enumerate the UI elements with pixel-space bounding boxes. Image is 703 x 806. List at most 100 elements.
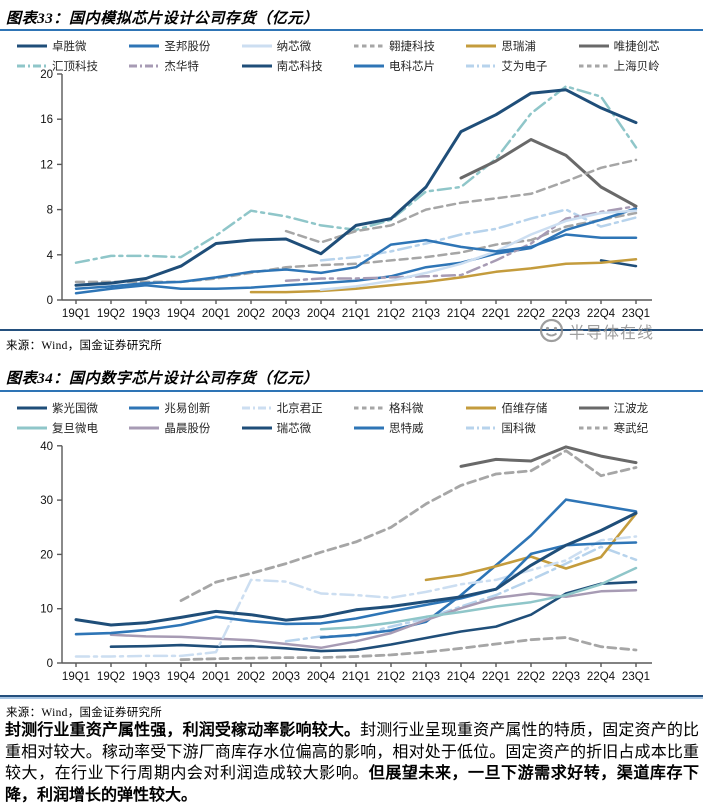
x-tick-label: 21Q2 [377,671,405,683]
series-line-6 [459,445,638,468]
legend-label: 翱捷科技 [389,41,435,53]
x-tick-label: 21Q1 [342,308,370,320]
x-tick-label: 20Q2 [237,671,265,683]
series-line-7 [319,566,638,631]
legend-item: 纳芯微 [241,37,353,55]
x-tick-label: 19Q2 [97,308,125,320]
figure33-title: 图表33：国内模拟芯片设计公司存货（亿元） [6,11,319,27]
legend-label: 纳芯微 [276,41,312,53]
series-line-12 [179,636,638,662]
x-tick-label: 19Q1 [62,308,90,320]
legend-label: 晶晨股份 [164,423,211,435]
legend-item: 江波龙 [578,399,690,417]
legend-line-icon [578,64,609,68]
y-tick-label: 0 [47,295,53,307]
legend-item: 卓胜微 [16,37,128,55]
y-tick-label: 12 [40,159,53,171]
legend-line-icon [354,44,384,48]
x-tick-label: 21Q3 [412,671,440,683]
series-line-10 [74,207,638,295]
x-tick-label: 20Q4 [307,671,336,683]
series-line-3 [319,209,638,292]
x-tick-label: 23Q1 [622,671,650,683]
x-tick-label: 19Q4 [167,671,196,683]
y-tick-label: 0 [47,658,53,670]
legend-label: 电科芯片 [389,61,435,73]
legend-line-icon [578,44,609,48]
x-tick-label: 20Q4 [307,308,336,320]
legend-label: 卓胜微 [52,41,87,53]
legend-line-icon [129,426,160,430]
series-line-1 [74,511,638,627]
x-tick-label: 21Q1 [342,671,370,683]
legend-line-icon [129,44,160,48]
legend-item: 复旦微电 [16,419,128,437]
divider-rule-accent [0,697,703,699]
legend-label: 艾为电子 [501,61,548,73]
legend-line-icon [578,406,609,410]
x-tick-label: 23Q1 [622,308,650,320]
figure33-source: 来源：Wind，国金证券研究所 [6,340,163,352]
series-line-2 [74,233,638,290]
x-tick-label: 22Q1 [482,671,510,683]
x-tick-label: 21Q4 [447,671,476,683]
legend-label: 兆易创新 [164,403,211,415]
legend-label: 格科微 [389,403,424,415]
series-line-8 [284,204,638,283]
y-tick-label: 40 [40,441,53,453]
legend-item: 杰华特 [128,57,240,75]
x-tick-label: 22Q1 [482,308,510,320]
series-line-8 [109,588,638,650]
y-tick-label: 8 [47,205,53,217]
legend-line-icon [466,44,497,48]
series-line-4 [179,449,638,603]
y-tick-label: 10 [40,604,53,616]
legend-item: 国科微 [465,419,577,437]
y-tick-label: 20 [40,69,53,81]
x-tick-label: 22Q4 [587,308,616,320]
divider-rule [0,329,703,331]
legend-line-icon [241,426,272,430]
legend-item: 艾为电子 [465,57,577,75]
x-tick-label: 22Q2 [517,671,545,683]
legend-line-icon [17,406,47,410]
legend-label: 寒武纪 [613,423,649,435]
legend-item: 电科芯片 [353,57,465,75]
legend-line-icon [354,64,384,68]
legend-item: 北京君正 [241,399,353,417]
x-tick-label: 19Q4 [167,308,196,320]
x-tick-label: 21Q3 [412,308,440,320]
legend-line-icon [241,44,272,48]
legend-item: 兆易创新 [128,399,240,417]
legend-label: 北京君正 [276,403,323,415]
legend-item: 思特威 [353,419,465,437]
watermark-text: 半导体在线 [569,324,655,342]
legend-item: 紫光国微 [16,399,128,417]
x-tick-label: 22Q3 [552,671,580,683]
legend-item: 翱捷科技 [353,37,465,55]
legend-line-icon [466,426,497,430]
figure34-source: 来源：Wind，国金证券研究所 [6,707,163,719]
y-tick-label: 16 [40,114,53,126]
legend-label: 思瑞浦 [501,41,536,53]
legend-item: 唯捷创芯 [578,37,690,55]
x-tick-label: 20Q3 [272,308,300,320]
legend-item: 南芯科技 [241,57,353,75]
x-tick-label: 20Q1 [202,308,230,320]
series-line-1 [74,88,638,287]
legend-label: 国科微 [501,423,536,435]
figure33-chart: 0 4 8 12 16 20 19Q1 19Q2 19Q3 19Q4 20Q1 20Q2 20Q3 20Q… [40,69,652,320]
legend-label: 佰维存储 [501,403,548,415]
legend-label: 圣邦股份 [164,41,211,53]
legend-label: 江波龙 [613,403,649,415]
legend-line-icon [354,406,384,410]
legend-line-icon [241,406,272,410]
series-line-11 [319,208,638,262]
legend-item: 圣邦股份 [128,37,240,55]
series-line-9 [109,580,638,653]
legend-line-icon [578,426,609,430]
x-tick-label: 19Q1 [62,671,90,683]
y-tick-label: 4 [47,250,54,262]
divider-rule [0,29,703,31]
